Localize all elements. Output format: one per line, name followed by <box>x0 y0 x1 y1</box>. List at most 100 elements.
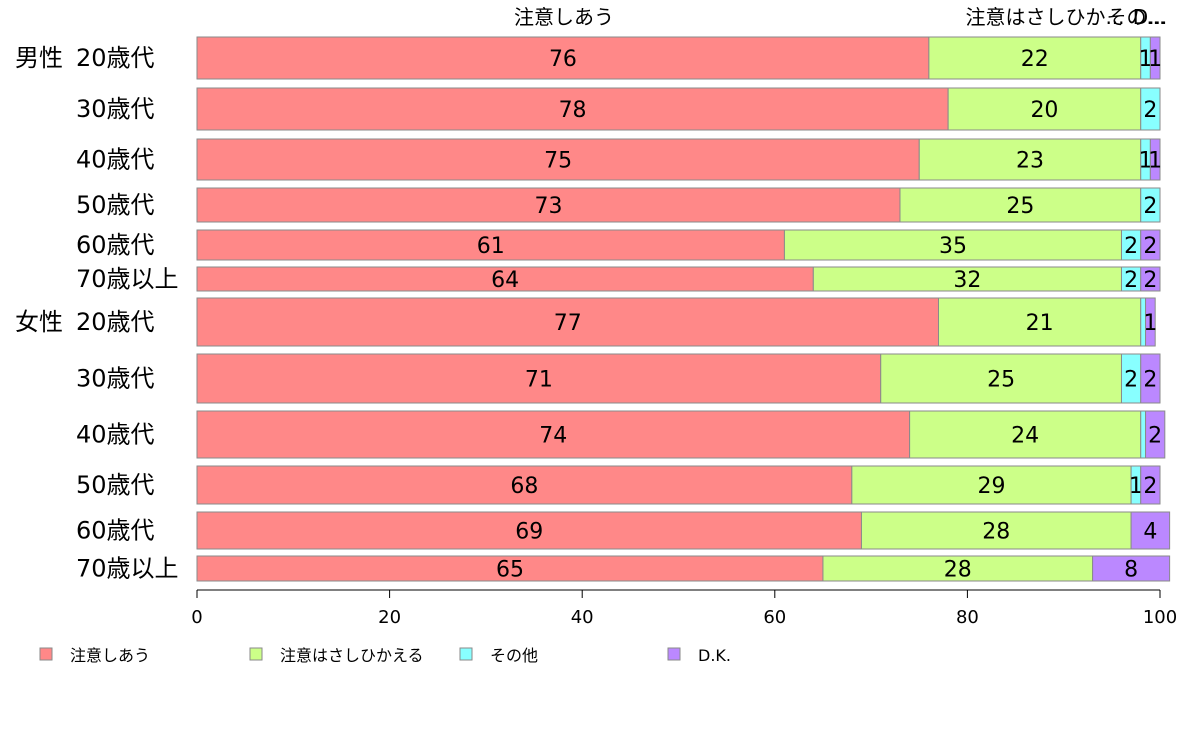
legend-label: D.K. <box>698 646 731 665</box>
bar-segment <box>909 410 1142 459</box>
bar-segment <box>1140 187 1161 223</box>
row-label: 50歳代 <box>76 191 155 219</box>
bar-segment <box>196 410 911 459</box>
bar-segment <box>1140 229 1161 261</box>
x-tick-label: 80 <box>956 607 979 628</box>
legend-swatch <box>39 647 53 661</box>
row-label: 60歳代 <box>76 517 155 545</box>
data-label: 1 <box>1139 149 1153 174</box>
data-label: 22 <box>1021 47 1049 72</box>
data-label: 4 <box>1143 520 1157 545</box>
row-label: 20歳代 <box>76 308 155 336</box>
data-label: 25 <box>1006 194 1034 219</box>
row-label: 70歳以上 <box>76 555 179 583</box>
bar-segment <box>196 266 814 292</box>
top-label-3: D... <box>1133 5 1167 29</box>
legend-label: 注意しあう <box>70 646 150 665</box>
data-label: 65 <box>496 558 524 583</box>
row-label: 60歳代 <box>76 231 155 259</box>
bar-segment <box>860 511 1132 550</box>
bar-segment <box>1140 465 1161 505</box>
bar-segment <box>196 297 940 347</box>
bar-segment <box>1140 410 1147 459</box>
row-label: 40歳代 <box>76 146 155 174</box>
data-label: 2 <box>1143 268 1157 293</box>
legend-label: その他 <box>490 646 538 665</box>
bar-segment <box>1130 511 1171 550</box>
data-label: 25 <box>987 368 1015 393</box>
row-label: 30歳代 <box>76 95 155 123</box>
row-label: 30歳代 <box>76 365 155 393</box>
data-label: 75 <box>544 149 572 174</box>
bar-segment <box>196 138 920 181</box>
data-label: 2 <box>1124 234 1138 259</box>
data-label: 1 <box>1148 47 1162 72</box>
data-label: 69 <box>515 520 543 545</box>
x-tick-label: 40 <box>571 607 594 628</box>
data-label: 73 <box>534 194 562 219</box>
data-label: 23 <box>1016 149 1044 174</box>
bar-segment <box>812 266 1122 292</box>
row-label: 70歳以上 <box>76 265 179 293</box>
data-label: 2 <box>1124 368 1138 393</box>
data-label: 2 <box>1143 368 1157 393</box>
data-label: 74 <box>539 424 567 449</box>
data-label: 61 <box>477 234 505 259</box>
data-label: 1 <box>1148 149 1162 174</box>
group-label: 女性 <box>15 308 63 336</box>
bar-segment <box>1149 36 1161 80</box>
group-label: 男性 <box>15 44 63 72</box>
bar-segment <box>1145 410 1166 459</box>
data-label: 1 <box>1139 47 1153 72</box>
bar-segment <box>196 555 824 582</box>
bar-segment <box>928 36 1142 80</box>
data-label: 2 <box>1143 194 1157 219</box>
data-label: 76 <box>549 47 577 72</box>
data-label: 8 <box>1124 558 1138 583</box>
bar-segment <box>1092 555 1171 582</box>
data-label: 35 <box>939 234 967 259</box>
bar-segment <box>880 353 1122 404</box>
bar-segment <box>196 229 785 261</box>
bar-segment <box>196 36 930 80</box>
x-tick-label: 100 <box>1143 607 1177 628</box>
bar-segment <box>196 187 901 223</box>
bar-segment <box>918 138 1142 181</box>
data-label: 71 <box>525 368 553 393</box>
data-label: 2 <box>1124 268 1138 293</box>
row-label: 40歳代 <box>76 421 155 449</box>
bar-segment <box>1145 297 1156 347</box>
data-label: 28 <box>944 558 972 583</box>
data-label: 20 <box>1030 98 1058 123</box>
bar-segment <box>196 511 862 550</box>
x-tick-label: 60 <box>763 607 786 628</box>
row-label: 50歳代 <box>76 471 155 499</box>
bar-segment <box>1140 87 1161 131</box>
data-label: 2 <box>1148 424 1162 449</box>
legend-label: 注意はさしひかえる <box>280 646 424 665</box>
data-label: 1 <box>1129 474 1143 499</box>
bar-segment <box>196 465 853 505</box>
data-label: 64 <box>491 268 519 293</box>
data-label: 78 <box>559 98 587 123</box>
legend-swatch <box>459 647 473 661</box>
bar-segment <box>822 555 1094 582</box>
data-label: 24 <box>1011 424 1039 449</box>
bar-segment <box>1140 353 1161 404</box>
legend-swatch <box>249 647 263 661</box>
data-label: 2 <box>1143 234 1157 259</box>
bar-segment <box>783 229 1122 261</box>
top-label-1: 注意はさしひか... <box>965 5 1124 29</box>
bar-segment <box>1149 138 1161 181</box>
top-label-2: その... <box>1106 5 1165 29</box>
data-label: 2 <box>1143 98 1157 123</box>
row-label: 20歳代 <box>76 44 155 72</box>
x-tick-label: 20 <box>378 607 401 628</box>
bar-segment <box>196 353 882 404</box>
data-label: 32 <box>953 268 981 293</box>
bar-segment <box>1140 266 1161 292</box>
data-label: 1 <box>1143 311 1157 336</box>
data-label: 21 <box>1026 311 1054 336</box>
bar-segment <box>938 297 1142 347</box>
